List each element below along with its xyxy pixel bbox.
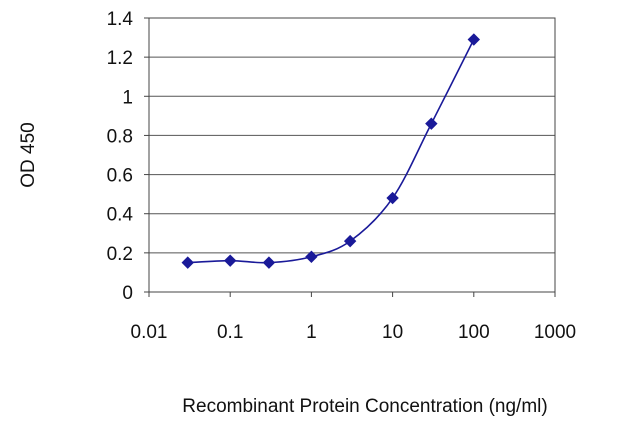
y-tick-label: 0.4 (107, 205, 134, 226)
x-tick-label: 100 (458, 322, 490, 343)
data-point (223, 254, 237, 267)
series-layer (181, 33, 481, 269)
y-tick-label: 0 (122, 283, 133, 304)
series-line (187, 39, 475, 264)
y-tick-label: 1.2 (107, 48, 133, 69)
x-tick-label: 1 (306, 322, 317, 343)
y-tick-label: 1 (122, 87, 133, 108)
data-point (386, 191, 399, 205)
x-axis-ticks: 0.01 0.1 1 10 100 1000 (131, 292, 576, 343)
x-axis-title: Recombinant Protein Concentration (ng/ml… (182, 396, 547, 417)
x-tick-label: 1000 (534, 322, 576, 343)
x-tick-label: 10 (382, 322, 403, 343)
data-point (181, 256, 194, 269)
grid-layer (149, 17, 555, 293)
x-tick-label: 0.01 (131, 322, 168, 343)
y-tick-label: 0.6 (107, 166, 133, 187)
x-tick-label: 0.1 (217, 322, 243, 343)
data-point (262, 256, 276, 269)
plot-frame (148, 17, 556, 293)
y-tick-label: 0.2 (107, 244, 133, 265)
y-tick-label: 0.8 (107, 126, 133, 147)
data-point (467, 33, 481, 46)
data-point (343, 234, 357, 248)
y-tick-label: 1.4 (107, 9, 134, 30)
y-axis-ticks: 0 0.2 0.4 0.6 0.8 1 1.2 1.4 (107, 9, 149, 304)
y-axis-title: OD 450 (18, 122, 39, 187)
data-point (425, 117, 438, 130)
data-point (305, 250, 318, 263)
